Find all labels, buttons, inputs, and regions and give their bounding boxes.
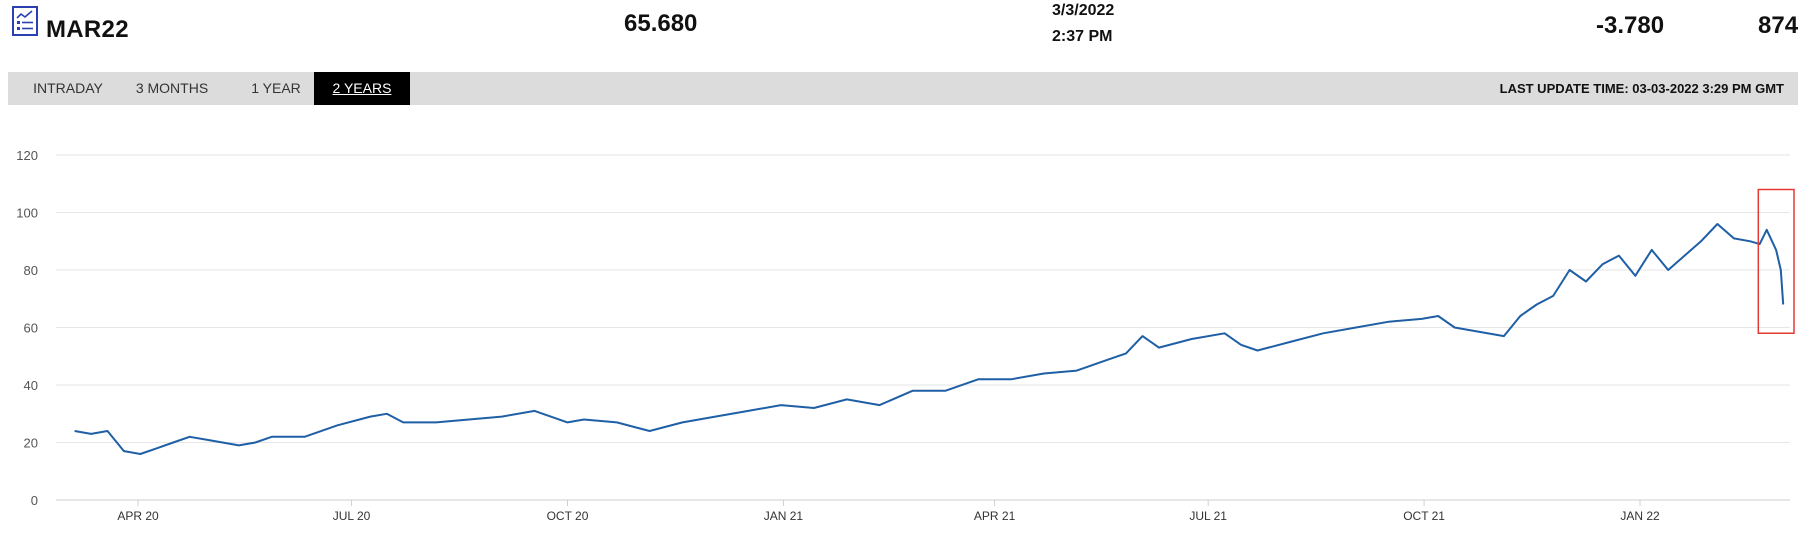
tab-1-year[interactable]: 1 YEAR [251, 80, 301, 96]
y-tick-label: 40 [24, 378, 38, 393]
tab-3-months[interactable]: 3 MONTHS [135, 80, 209, 96]
quote-date: 3/3/2022 [1052, 2, 1115, 19]
y-tick-label: 0 [31, 493, 38, 508]
x-tick-label: OCT 21 [1403, 509, 1445, 523]
x-tick-label: JUL 21 [1189, 509, 1227, 523]
x-tick-label: JAN 22 [1620, 509, 1660, 523]
quote-header: MAR22 65.680 3/3/2022 2:37 PM -3.780 874 [0, 0, 1811, 70]
y-tick-label: 20 [24, 436, 38, 451]
chart-report-icon[interactable] [12, 6, 38, 36]
y-tick-label: 120 [16, 148, 38, 163]
time-range-tabbar: INTRADAY 3 MONTHS 1 YEAR 2 YEARS LAST UP… [8, 72, 1798, 105]
y-tick-label: 60 [24, 321, 38, 336]
y-tick-label: 80 [24, 263, 38, 278]
volume: 874 [1758, 12, 1799, 39]
x-tick-label: APR 20 [117, 509, 159, 523]
tab-intraday[interactable]: INTRADAY [33, 80, 103, 96]
x-tick-label: JAN 21 [764, 509, 804, 523]
tab-2-years[interactable]: 2 YEARS [314, 72, 410, 105]
price-series-line [74, 223, 1785, 455]
price-line-chart: 0 20 40 60 80 100 120 APR 20 JUL 20 OCT 20 JAN 21 A… [16, 148, 1795, 523]
x-tick-label: JUL 20 [333, 509, 371, 523]
x-tick-label: APR 21 [974, 509, 1016, 523]
last-price: 65.680 [624, 10, 698, 37]
last-update-time: LAST UPDATE TIME: 03-03-2022 3:29 PM GMT [1499, 81, 1784, 96]
y-tick-label: 100 [16, 206, 38, 221]
price-change: -3.780 [1596, 12, 1665, 39]
quote-time: 2:37 PM [1052, 28, 1113, 45]
x-tick-label: OCT 20 [547, 509, 589, 523]
highlight-box [1757, 188, 1795, 334]
contract-symbol: MAR22 [46, 16, 129, 43]
